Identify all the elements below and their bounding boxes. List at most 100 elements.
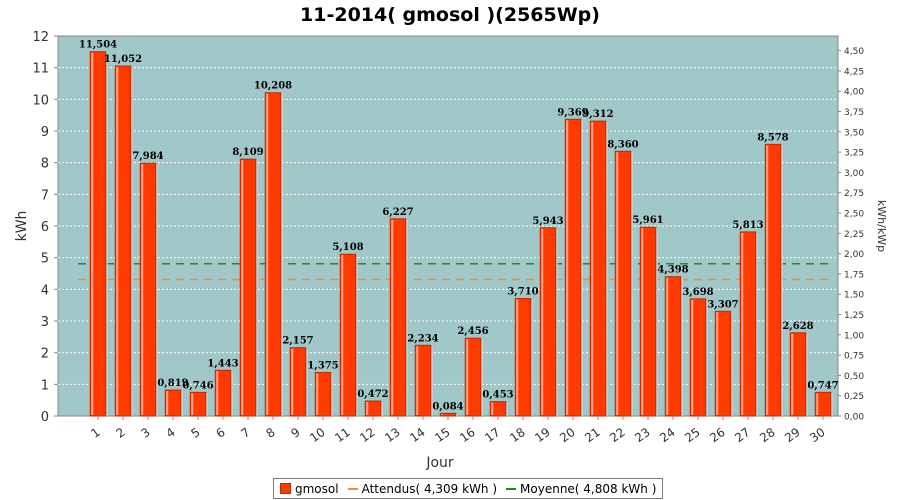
x-tick-label: 28 bbox=[757, 425, 778, 445]
x-tick-label: 15 bbox=[432, 425, 453, 445]
y2-tick-label: 0,75 bbox=[844, 352, 864, 362]
data-label: 0,819 bbox=[157, 378, 188, 389]
y-tick-label: 6 bbox=[41, 220, 49, 235]
bar-highlight bbox=[591, 122, 594, 416]
data-label: 4,398 bbox=[657, 265, 688, 276]
bar-highlight bbox=[416, 346, 419, 415]
data-label: 7,984 bbox=[132, 151, 163, 162]
bar-highlight bbox=[116, 67, 119, 416]
y2-tick-label: 1,00 bbox=[844, 331, 864, 341]
data-label: 2,157 bbox=[282, 336, 313, 347]
y2-tick-label: 3,00 bbox=[844, 169, 864, 179]
y-tick-label: 4 bbox=[41, 283, 49, 298]
x-tick-label: 19 bbox=[532, 425, 553, 445]
bar-highlight bbox=[566, 120, 569, 415]
grid-lines bbox=[58, 67, 838, 385]
data-label: 9,312 bbox=[582, 109, 613, 120]
data-label: 8,360 bbox=[607, 139, 638, 150]
legend-label-gmosol: gmosol bbox=[295, 481, 339, 496]
x-tick-label: 4 bbox=[163, 425, 177, 441]
bar-highlight bbox=[466, 339, 469, 415]
data-label: 9,369 bbox=[557, 107, 588, 118]
bar-chart: 11,50411,0527,9840,8190,7461,4438,10910,… bbox=[14, 30, 888, 471]
bar-highlight bbox=[266, 93, 269, 415]
y2-axis-label: kWh/kWp bbox=[875, 200, 888, 252]
data-label: 5,108 bbox=[332, 242, 363, 253]
x-tick-label: 10 bbox=[307, 425, 328, 445]
y2-tick-label: 1,75 bbox=[844, 270, 864, 280]
data-label: 0,453 bbox=[482, 390, 513, 401]
y-tick-label: 10 bbox=[32, 93, 49, 108]
data-label: 2,234 bbox=[407, 333, 438, 344]
data-label: 11,504 bbox=[79, 40, 117, 51]
x-tick-label: 23 bbox=[632, 425, 653, 445]
x-tick-label: 11 bbox=[332, 425, 353, 445]
legend-label-attendus: Attendus( 4,309 kWh ) bbox=[361, 481, 498, 496]
x-tick-label: 2 bbox=[113, 425, 127, 441]
data-label: 1,443 bbox=[207, 358, 238, 369]
data-label: 1,375 bbox=[307, 360, 338, 371]
data-label: 0,472 bbox=[357, 389, 388, 400]
x-tick-label: 9 bbox=[288, 425, 302, 441]
x-tick-label: 27 bbox=[732, 425, 753, 445]
y-tick-label: 12 bbox=[32, 30, 49, 45]
bar-highlight bbox=[291, 348, 294, 415]
legend-swatch-bar bbox=[280, 483, 291, 494]
bar-highlight bbox=[91, 52, 94, 415]
data-label: 3,710 bbox=[507, 287, 538, 298]
legend-item-moyenne: Moyenne( 4,808 kWh ) bbox=[506, 482, 656, 496]
x-tick-label: 13 bbox=[382, 425, 403, 445]
bar-highlight bbox=[391, 219, 394, 415]
x-tick-label: 25 bbox=[682, 425, 703, 445]
bar-highlight bbox=[516, 299, 519, 415]
y2-tick-label: 0,00 bbox=[844, 413, 864, 423]
bar-highlight bbox=[216, 371, 219, 415]
data-label: 3,698 bbox=[682, 287, 713, 298]
chart-title: 11-2014( gmosol )(2565Wp) bbox=[300, 4, 600, 26]
y2-tick-label: 2,50 bbox=[844, 210, 864, 220]
data-label: 5,943 bbox=[532, 216, 563, 227]
bar-highlight bbox=[241, 160, 244, 415]
y-tick-label: 3 bbox=[41, 315, 49, 330]
y2-tick-label: 3,25 bbox=[844, 149, 864, 159]
legend: gmosol Attendus( 4,309 kWh ) Moyenne( 4,… bbox=[273, 478, 664, 499]
bar-highlight bbox=[366, 402, 369, 415]
y2-tick-label: 1,25 bbox=[844, 311, 864, 321]
y-tick-label: 7 bbox=[41, 188, 49, 203]
x-tick-label: 8 bbox=[263, 425, 277, 441]
data-label: 0,746 bbox=[182, 380, 213, 391]
bar-highlight bbox=[666, 277, 669, 415]
y-tick-label: 5 bbox=[41, 252, 49, 267]
bar-highlight bbox=[191, 393, 194, 415]
data-label: 5,813 bbox=[732, 220, 763, 231]
x-tick-label: 16 bbox=[457, 425, 478, 445]
bar-highlight bbox=[166, 391, 169, 415]
y-tick-label: 8 bbox=[41, 157, 49, 172]
bar-highlight bbox=[141, 164, 144, 415]
legend-item-gmosol: gmosol bbox=[280, 482, 339, 496]
bar-series-gmosol bbox=[89, 51, 833, 417]
legend-label-moyenne: Moyenne( 4,808 kWh ) bbox=[520, 481, 657, 496]
y-axis-label: kWh bbox=[14, 211, 30, 242]
y-tick-label: 1 bbox=[41, 378, 49, 393]
data-label: 6,227 bbox=[382, 207, 413, 218]
data-label: 11,052 bbox=[104, 54, 142, 65]
y2-tick-label: 0,25 bbox=[844, 392, 864, 402]
bar-highlight bbox=[691, 299, 694, 415]
x-tick-label: 7 bbox=[238, 425, 252, 441]
data-label: 0,084 bbox=[432, 401, 463, 412]
x-axis-label: Jour bbox=[425, 455, 454, 471]
x-tick-label: 6 bbox=[213, 425, 227, 441]
y-tick-label: 9 bbox=[41, 125, 49, 140]
bar-highlight bbox=[441, 414, 444, 415]
bar-highlight bbox=[541, 228, 544, 415]
y2-tick-label: 3,50 bbox=[844, 128, 864, 138]
bar-highlight bbox=[816, 393, 819, 415]
x-tick-label: 3 bbox=[138, 425, 152, 441]
x-tick-label: 12 bbox=[357, 425, 378, 445]
x-tick-label: 20 bbox=[557, 425, 578, 445]
x-tick-label: 29 bbox=[782, 425, 803, 445]
x-tick-label: 24 bbox=[657, 425, 678, 445]
y2-tick-label: 4,50 bbox=[844, 47, 864, 57]
